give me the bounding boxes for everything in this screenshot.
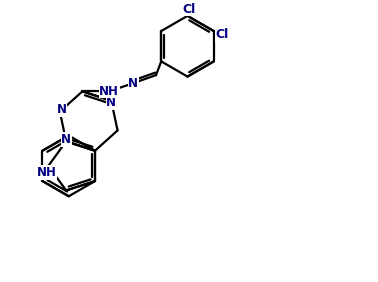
Text: Cl: Cl <box>215 28 229 41</box>
Text: N: N <box>61 133 71 146</box>
Text: NH: NH <box>99 85 119 98</box>
Text: N: N <box>57 103 67 116</box>
Text: N: N <box>128 77 138 90</box>
Text: Cl: Cl <box>183 3 196 16</box>
Text: NH: NH <box>37 166 56 179</box>
Text: N: N <box>106 96 116 109</box>
